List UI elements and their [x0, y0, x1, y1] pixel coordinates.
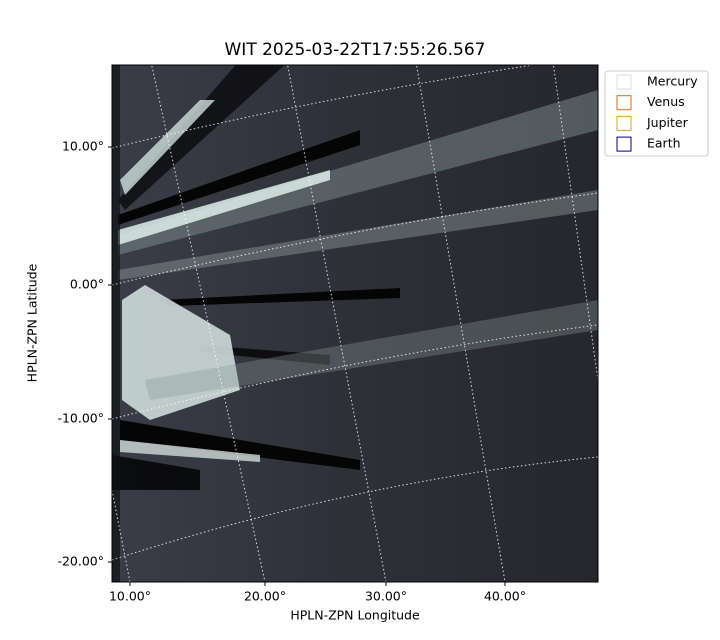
y-axis-label: HPLN-ZPN Latitude — [25, 263, 40, 382]
y-tick-label: -20.00° — [57, 554, 104, 569]
legend-label: Earth — [647, 136, 681, 151]
legend-items: Mercury Venus Jupiter Earth — [616, 74, 698, 152]
legend-swatch — [616, 74, 632, 90]
legend-label: Jupiter — [646, 115, 689, 130]
legend-swatch — [616, 115, 632, 131]
legend — [604, 70, 709, 157]
ticks: 10.00° 20.00° 30.00° 40.00° 10.00° 0.00° -10.0… — [57, 139, 526, 604]
legend-swatch — [616, 95, 632, 111]
title: WIT 2025-03-22T17:55:26.567 — [225, 40, 486, 60]
y-tick-label: -10.00° — [57, 411, 104, 426]
legend-label: Mercury — [647, 74, 698, 89]
x-tick-label: 10.00° — [109, 589, 151, 604]
x-tick-label: 40.00° — [484, 589, 526, 604]
solar-image — [112, 65, 598, 582]
x-axis-label: HPLN-ZPN Longitude — [290, 608, 420, 623]
y-tick-label: 0.00° — [70, 277, 104, 292]
x-tick-label: 20.00° — [244, 589, 286, 604]
x-tick-label: 30.00° — [365, 589, 407, 604]
y-tick-label: 10.00° — [62, 139, 104, 154]
legend-swatch — [616, 136, 632, 152]
legend-label: Venus — [647, 94, 685, 109]
plot-frame — [111, 64, 599, 583]
